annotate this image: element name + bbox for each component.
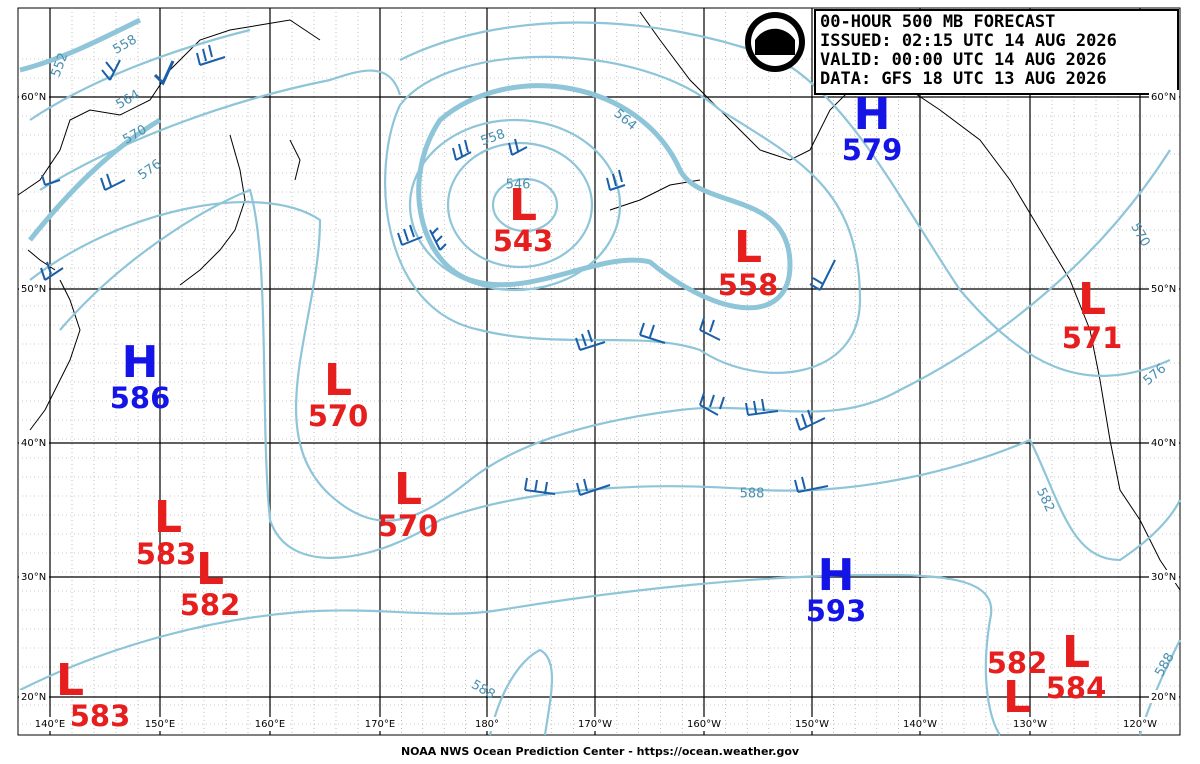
lon-label-bg (686, 717, 722, 731)
contour-label: 588 (740, 487, 765, 502)
longitude-label: 160°E (255, 719, 285, 730)
latitude-label: 30°N (21, 572, 46, 583)
latitude-label: 20°N (21, 692, 46, 703)
lat-label-bg (19, 436, 49, 449)
center-value: 582 (180, 588, 241, 622)
center-symbol: L (1078, 274, 1106, 325)
lon-label-bg (1012, 717, 1048, 731)
center-value: 543 (493, 224, 554, 258)
longitude-label: 150°E (145, 719, 175, 730)
lon-label-bg (1122, 717, 1158, 731)
lat-label-bg (19, 570, 49, 583)
footer: NOAA NWS Ocean Prediction Center - https… (401, 745, 800, 758)
longitude-label: 170°E (365, 719, 395, 730)
contour-label: 546 (506, 178, 531, 193)
center-symbol: H (122, 337, 159, 388)
longitude-label: 140°E (35, 719, 65, 730)
center-symbol: L (324, 355, 352, 406)
center-symbol: H (854, 89, 891, 140)
center-symbol: L (56, 655, 84, 706)
map-frame (17, 7, 1181, 736)
longitude-label: 120°W (1123, 719, 1157, 730)
header-line: VALID: 00:00 UTC 14 AUG 2026 (820, 50, 1107, 70)
lon-label-bg (577, 717, 613, 731)
center-symbol: L (196, 544, 224, 595)
center-symbol: L (394, 464, 422, 515)
center-symbol: L (1003, 672, 1031, 723)
longitude-label: 180° (475, 719, 499, 730)
lat-label-bg (1149, 90, 1179, 103)
lon-label-bg (794, 717, 830, 731)
coastlines (17, 11, 1181, 591)
longitude-label: 160°W (687, 719, 721, 730)
lat-label-bg (1149, 570, 1179, 583)
lat-label-bg (1149, 436, 1179, 449)
longitude-label: 130°W (1013, 719, 1047, 730)
center-value: 571 (1062, 321, 1123, 355)
center-value: 593 (806, 594, 867, 628)
lon-label-bg (469, 717, 505, 731)
labels: 60°N 60°N 50°N 50°N 40°N 40°N 30°N 30°N 20°N 20°N… (19, 12, 1179, 733)
latitude-label: 40°N (1151, 438, 1176, 449)
longitude-label: 140°W (903, 719, 937, 730)
center-value: 584 (1046, 671, 1107, 705)
noaa-logo (745, 12, 805, 72)
center-symbol: H (818, 550, 855, 601)
isohypses (19, 17, 1181, 736)
header-line: DATA: GFS 18 UTC 13 AUG 2026 (820, 69, 1107, 89)
latitude-label: 40°N (21, 438, 46, 449)
lat-label-bg (19, 90, 49, 103)
center-symbol: L (154, 492, 182, 543)
center-symbol: L (509, 180, 537, 231)
lon-label-bg (362, 717, 398, 731)
latitude-label: 60°N (21, 92, 46, 103)
center-symbol: L (734, 222, 762, 273)
lat-label-bg (1149, 690, 1179, 703)
lon-label-bg (252, 717, 288, 731)
latitude-label: 50°N (21, 284, 46, 295)
latitude-label: 60°N (1151, 92, 1176, 103)
lat-label-bg (19, 690, 49, 703)
longitude-label: 150°W (795, 719, 829, 730)
latitude-label: 20°N (1151, 692, 1176, 703)
header-box (814, 9, 1179, 95)
lat-label-bg (1149, 282, 1179, 295)
lon-label-bg (142, 717, 178, 731)
center-value: 583 (136, 537, 197, 571)
center-value: 586 (110, 381, 171, 415)
header-line: ISSUED: 02:15 UTC 14 AUG 2026 (820, 31, 1117, 51)
latitude-label: 30°N (1151, 572, 1176, 583)
center-value: 579 (842, 133, 903, 167)
lon-label-bg (32, 717, 68, 731)
center-value: 583 (70, 699, 131, 733)
center-value: 570 (308, 399, 369, 433)
center-symbol: L (1062, 627, 1090, 678)
latitude-label: 50°N (1151, 284, 1176, 295)
center-value: 558 (718, 268, 779, 302)
lat-label-bg (19, 282, 49, 295)
longitude-label: 170°W (578, 719, 612, 730)
center-value: 582 (987, 646, 1048, 680)
header-line: 00-HOUR 500 MB FORECAST (820, 12, 1055, 32)
center-value: 570 (378, 509, 439, 543)
wind-barbs (40, 44, 836, 496)
lon-label-bg (902, 717, 938, 731)
